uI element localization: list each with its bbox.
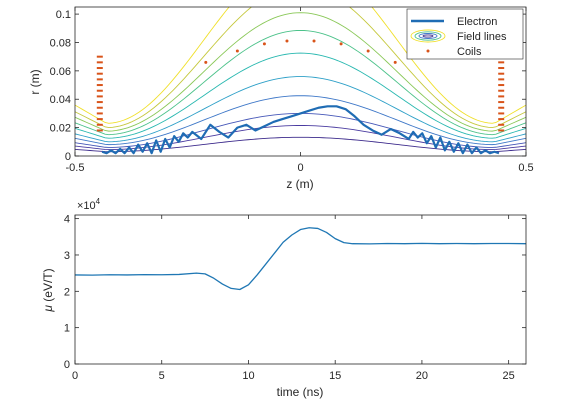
coil-marker	[285, 39, 289, 43]
mu-series-group	[75, 227, 526, 291]
x-tick-label: -0.5	[66, 162, 85, 174]
x-tick-label: 0	[72, 370, 78, 382]
y-tick-label: 2	[64, 286, 70, 298]
x-tick-label: 15	[329, 370, 341, 382]
field-line-group	[75, 7, 526, 153]
coil-marker	[96, 101, 103, 104]
y-tick-label: 0	[64, 359, 70, 371]
bottom-x-ticks: 0 5 10 15 20 25	[72, 215, 515, 382]
bottom-y-axis-label: μ (eV/T)	[41, 268, 55, 312]
coil-marker	[498, 101, 505, 104]
coil-marker	[498, 72, 505, 75]
field-lines-chart: -0.5 0 0.5 00.020.040.060.080.1 z (m) r (m…	[28, 6, 534, 191]
top-y-ticks: 0 0.02 0.04 0.06 0.08 0.1	[50, 9, 526, 163]
coil-marker	[498, 129, 505, 132]
y-tick-label: 0.02	[50, 123, 71, 135]
x-tick-label: 25	[503, 370, 515, 382]
field-line	[75, 95, 526, 146]
legend: Electron Field lines Coils	[406, 8, 524, 60]
electron-trajectory-group	[101, 105, 500, 155]
x-tick-label: 10	[242, 370, 254, 382]
bottom-x-axis-label: time (ns)	[277, 385, 324, 399]
y-tick-label: 0.08	[50, 37, 71, 49]
legend-coils-swatch	[426, 49, 430, 53]
mu-series-line	[75, 227, 526, 291]
field-line	[75, 7, 526, 129]
coil-marker	[498, 95, 505, 98]
coil-marker	[96, 89, 103, 92]
coil-marker	[498, 78, 505, 81]
coil-marker	[498, 106, 505, 109]
bottom-y-ticks: 0 1 2 3 4	[64, 214, 526, 371]
coil-marker	[262, 42, 266, 46]
top-x-ticks: -0.5 0 0.5	[66, 7, 534, 174]
electron-trajectory	[101, 105, 500, 155]
coil-marker	[96, 118, 103, 121]
field-line	[75, 12, 526, 132]
legend-coils-label: Coils	[457, 46, 482, 58]
coil-marker	[96, 106, 103, 109]
top-y-axis-label: r (m)	[28, 69, 42, 94]
legend-electron-label: Electron	[457, 16, 497, 28]
coil-marker	[339, 42, 343, 46]
coil-marker	[96, 72, 103, 75]
coil-marker	[96, 78, 103, 81]
coil-marker	[96, 84, 103, 87]
y-tick-label: 0.06	[50, 66, 71, 78]
top-x-axis-label: z (m)	[286, 177, 313, 191]
y-tick-label: 0.04	[50, 94, 71, 106]
coil-marker	[498, 118, 505, 121]
coil-marker	[96, 61, 103, 64]
field-line	[75, 7, 526, 124]
field-line	[75, 29, 526, 136]
coil-marker	[204, 60, 208, 64]
y-tick-label: 0	[65, 151, 71, 163]
coil-marker	[96, 67, 103, 70]
coil-marker	[312, 39, 316, 43]
coil-marker	[393, 60, 397, 64]
coil-marker	[235, 49, 239, 53]
legend-field-lines-swatch	[410, 29, 446, 43]
bottom-axes-box	[74, 214, 527, 365]
y-tick-label: 3	[64, 250, 70, 262]
coil-marker	[498, 89, 505, 92]
y-exponent-label: ×104	[77, 197, 101, 212]
field-line	[75, 52, 526, 139]
coil-marker	[498, 84, 505, 87]
coil-marker	[498, 61, 505, 64]
coil-marker	[366, 49, 370, 53]
coil-marker	[96, 95, 103, 98]
coil-marker	[498, 112, 505, 115]
coil-marker	[96, 55, 103, 58]
magnetic-moment-chart: 0 5 10 15 20 25 0 1 2 3 4 ×104 time (ns) μ (eV/T)	[41, 197, 527, 399]
x-tick-label: 0.5	[518, 162, 533, 174]
field-line	[75, 76, 526, 143]
legend-field-lines-label: Field lines	[457, 31, 507, 43]
y-tick-label: 0.1	[56, 9, 71, 21]
legend-box	[406, 8, 524, 60]
coil-marker	[96, 123, 103, 126]
x-tick-label: 0	[297, 162, 303, 174]
coil-marker	[498, 67, 505, 70]
y-tick-label: 1	[64, 323, 70, 335]
bottom-plot-area	[75, 215, 526, 364]
coil-marker	[96, 129, 103, 132]
x-tick-label: 5	[159, 370, 165, 382]
y-tick-label: 4	[64, 214, 70, 226]
x-tick-label: 20	[416, 370, 428, 382]
coil-marker	[96, 112, 103, 115]
coil-marker	[498, 123, 505, 126]
